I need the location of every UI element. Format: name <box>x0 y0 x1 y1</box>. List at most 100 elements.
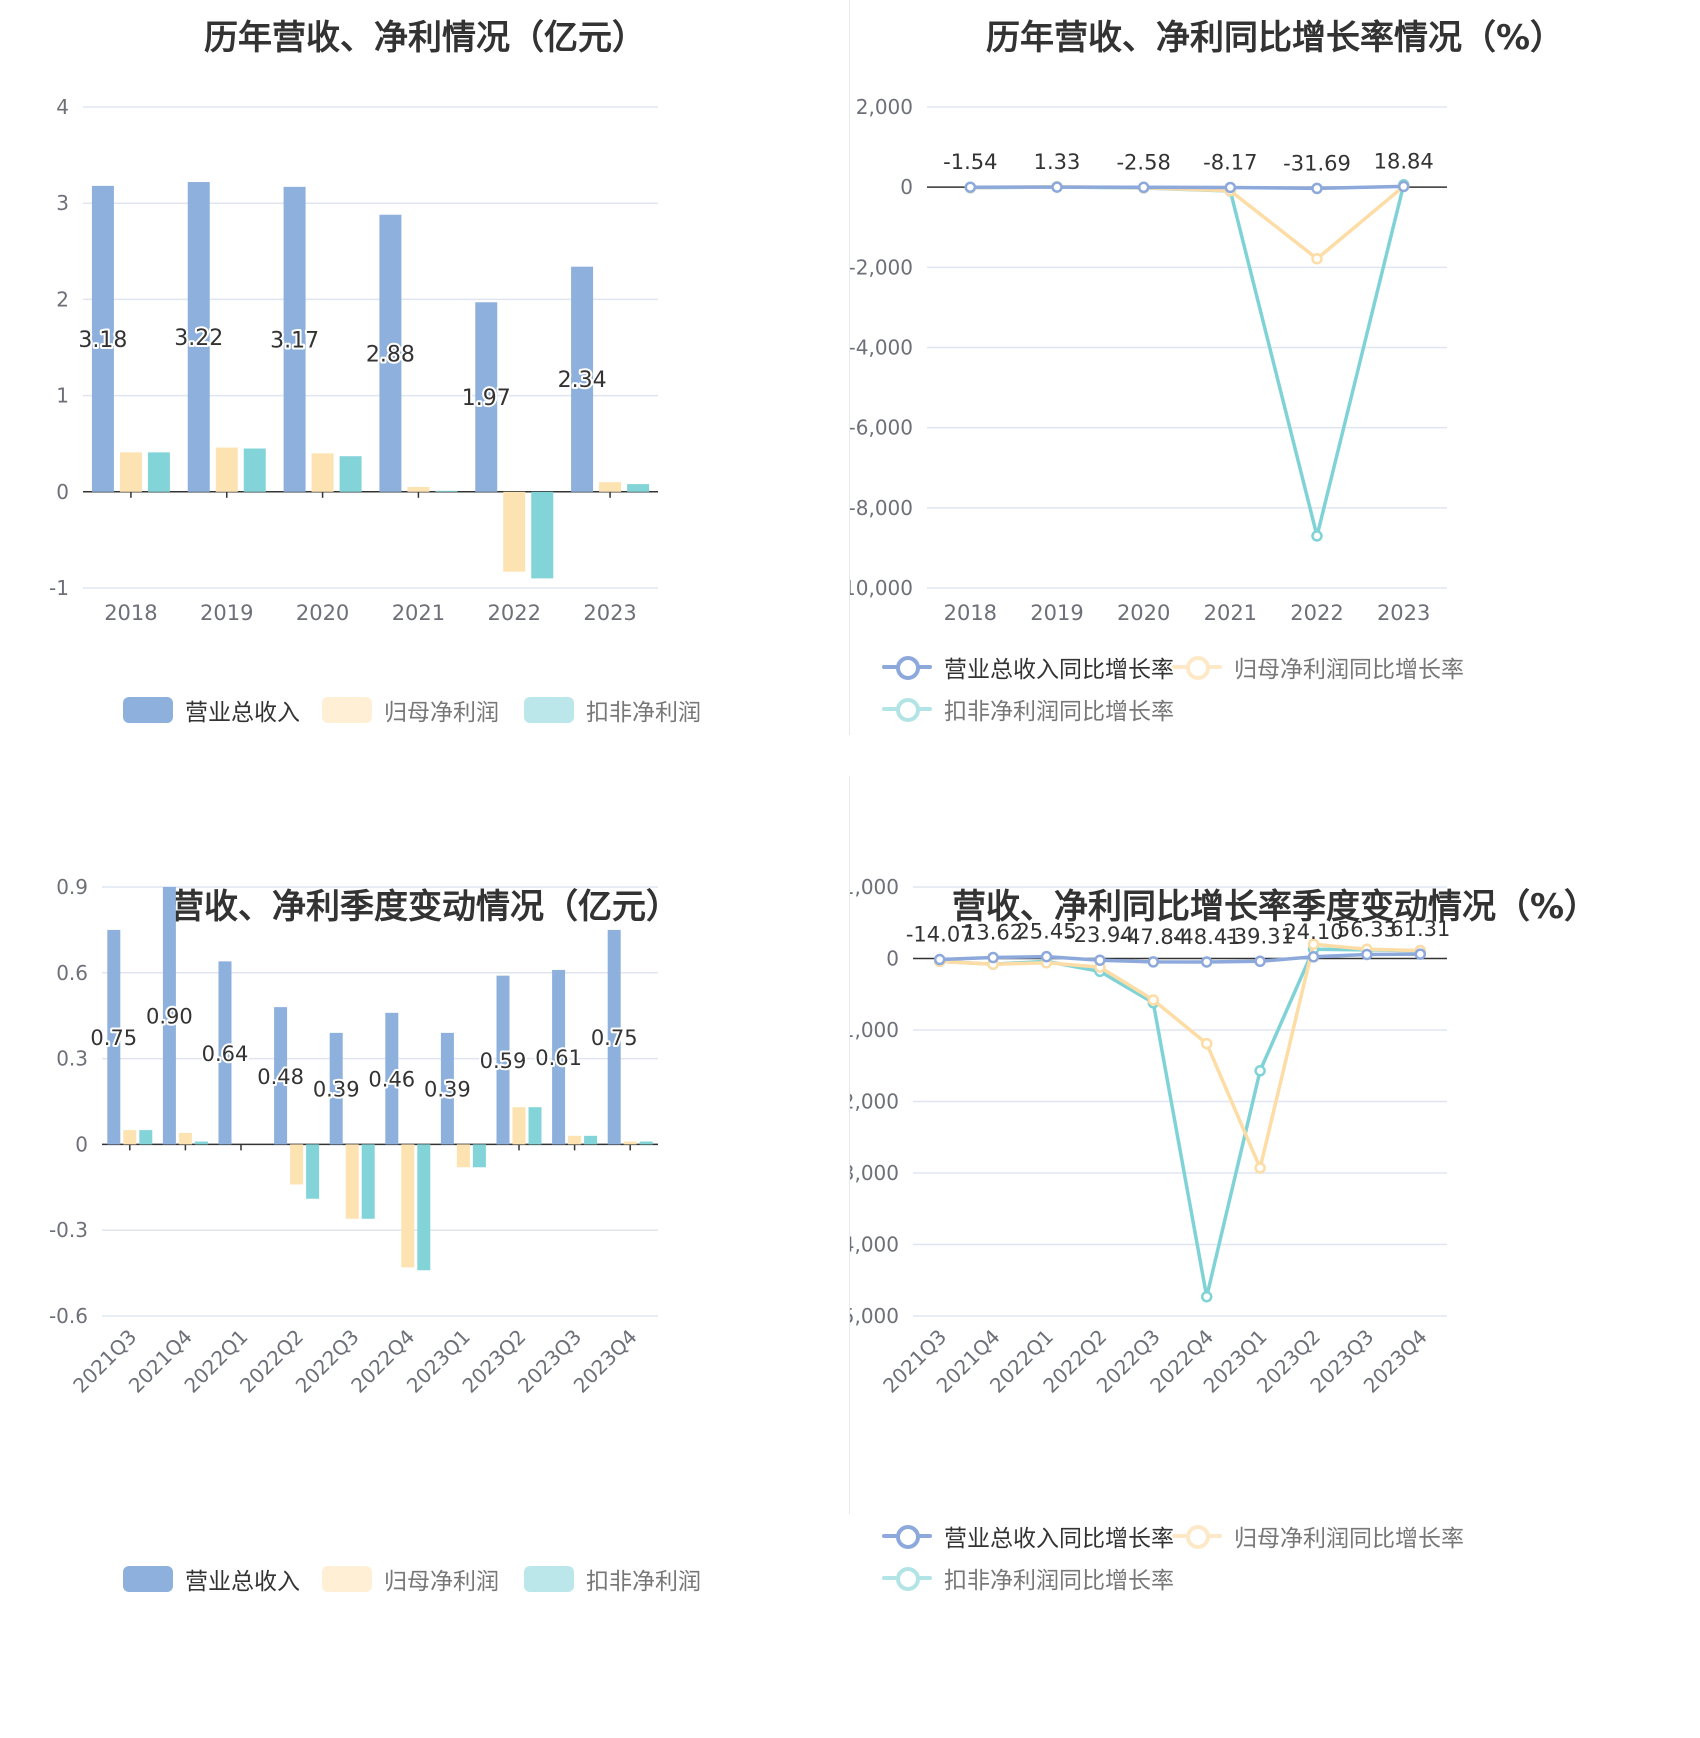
x-tick-label: 2020 <box>296 601 349 625</box>
x-tick-label: 2021 <box>392 601 445 625</box>
point-net-profit <box>1200 1037 1213 1050</box>
data-label: 13.62 <box>963 921 1023 945</box>
bar-deducted-profit <box>584 1135 598 1145</box>
chart-title: 营收、净利同比增长率季度变动情况（%） <box>951 887 1599 927</box>
point-net-profit <box>1147 994 1160 1006</box>
chart-plot: -5,000-4,000-3,000-2,000-1,00001,0002021… <box>850 875 1450 1398</box>
x-tick-label: 2023 <box>1377 601 1430 625</box>
bar-net-profit <box>456 1144 470 1168</box>
bar-deducted-profit <box>243 448 266 492</box>
legend-deducted-profit[interactable]: 扣非净利润同比增长率 <box>882 692 1174 726</box>
bar-net-profit <box>119 452 142 492</box>
line-deducted-profit <box>970 184 1406 538</box>
y-tick-label: 0.6 <box>56 961 88 985</box>
y-tick-label: -0.6 <box>49 1304 88 1328</box>
bar-deducted-profit <box>194 1141 208 1145</box>
bar-deducted-profit <box>147 452 170 492</box>
point-revenue <box>1224 181 1237 194</box>
legend-net-profit[interactable]: 归母净利润 <box>322 693 499 727</box>
bar-revenue <box>274 1007 288 1145</box>
legend-revenue[interactable]: 营业总收入同比增长率 <box>882 650 1174 684</box>
legend-revenue[interactable]: 营业总收入 <box>123 693 300 727</box>
y-tick-label: 3 <box>56 191 69 215</box>
bar-net-profit <box>311 453 334 492</box>
y-tick-label: 4 <box>56 95 69 119</box>
data-label: 0.75 <box>591 1026 638 1050</box>
legend-label: 营业总收入 <box>185 700 300 726</box>
legend-swatch <box>882 696 932 722</box>
divider-bottom <box>849 776 850 1514</box>
legend-deducted-profit[interactable]: 扣非净利润 <box>524 1562 701 1596</box>
chart-quarterly-growth-rate: 营收、净利同比增长率季度变动情况（%） -5,000 -4,000 -3,000 -2… <box>850 869 1700 1738</box>
chart-plot: -10,000 -8,000 -6,000 -4,000 -2,000 0 2,000 201… <box>850 95 1447 625</box>
data-label: 56.33 <box>1337 917 1397 941</box>
x-tick-label: 2018 <box>944 601 997 625</box>
bar-revenue <box>552 969 566 1145</box>
point-deducted-profit <box>1200 1290 1213 1303</box>
y-tick-label: 2 <box>56 287 69 311</box>
y-tick-label: -5,000 <box>850 1304 899 1328</box>
y-tick-label: -3,000 <box>850 1161 899 1185</box>
legend-label: 扣非净利润同比增长率 <box>944 699 1174 725</box>
bar-revenue <box>329 1032 343 1145</box>
point-revenue <box>1254 955 1266 968</box>
data-label: -47.84 <box>1119 925 1187 949</box>
legend-label: 营业总收入同比增长率 <box>944 1526 1174 1552</box>
legend-label: 扣非净利润 <box>586 1569 701 1595</box>
chart-plot: -0.6-0.300.30.60.92021Q32021Q42022Q12022… <box>49 875 658 1398</box>
point-revenue <box>1361 948 1373 961</box>
bar-net-profit <box>401 1144 415 1268</box>
plot-area: -0.6-0.300.30.60.92021Q32021Q42022Q12022… <box>49 875 658 1398</box>
legend-net-profit[interactable]: 归母净利润 <box>322 1562 499 1596</box>
legend-net-profit[interactable]: 归母净利润同比增长率 <box>1172 650 1464 684</box>
plot-area: -1 0 1 2 3 4 2018 2019 2020 2021 2022 2023 3.18 3.22 3… <box>49 95 658 625</box>
y-tick-label: -0.3 <box>49 1218 88 1242</box>
point-deducted-profit <box>1254 1065 1266 1077</box>
bar-net-profit <box>345 1144 359 1219</box>
y-tick-label: 0.3 <box>56 1047 88 1071</box>
chart-title: 历年营收、净利情况（亿元） <box>204 18 646 58</box>
legend-swatch <box>322 1566 372 1592</box>
legend-revenue[interactable]: 营业总收入同比增长率 <box>882 1519 1174 1553</box>
bar-net-profit <box>503 491 526 572</box>
data-label: 18.84 <box>1374 149 1434 173</box>
y-tick-label: 0.9 <box>56 875 88 899</box>
legend-label: 扣非净利润 <box>586 700 701 726</box>
line-revenue <box>970 184 1404 191</box>
data-label: 0.46 <box>368 1068 415 1092</box>
data-label: 0.48 <box>257 1065 304 1089</box>
legend-deducted-profit[interactable]: 扣非净利润 <box>524 693 701 727</box>
y-tick-label: 1 <box>56 384 69 408</box>
bar-revenue <box>496 975 510 1145</box>
y-tick-label: -10,000 <box>850 576 913 600</box>
y-tick-label: -8,000 <box>850 496 913 520</box>
point-revenue <box>1137 181 1150 194</box>
data-label: 2.88 <box>366 342 415 367</box>
line-revenue <box>939 952 1421 964</box>
point-revenue <box>1307 951 1320 963</box>
x-tick-label: 2019 <box>200 601 253 625</box>
legend-label: 营业总收入 <box>185 1569 300 1595</box>
legend-deducted-profit[interactable]: 扣非净利润同比增长率 <box>882 1561 1174 1595</box>
legend-swatch <box>882 654 932 680</box>
point-revenue <box>1147 956 1160 968</box>
point-revenue <box>1094 954 1106 966</box>
bar-deducted-profit <box>627 484 650 492</box>
point-net-profit <box>1311 252 1323 265</box>
y-tick-label: -2,000 <box>850 255 913 279</box>
y-tick-label: -4,000 <box>850 336 913 360</box>
legend-revenue[interactable]: 营业总收入 <box>123 1562 300 1596</box>
legend-net-profit[interactable]: 归母净利润同比增长率 <box>1172 1519 1464 1553</box>
x-tick-label: 2022 <box>1290 601 1343 625</box>
legend-swatch <box>322 697 372 723</box>
point-revenue <box>1311 182 1323 195</box>
bar-net-profit <box>623 1141 637 1145</box>
data-label: 0.61 <box>535 1046 582 1070</box>
line-net-profit <box>939 942 1421 1170</box>
bar-deducted-profit <box>139 1130 153 1145</box>
bar-revenue <box>283 186 306 492</box>
y-tick-label: 0 <box>56 480 69 504</box>
bar-revenue <box>218 961 232 1145</box>
data-label: -8.17 <box>1203 150 1257 174</box>
legend-label: 归母净利润同比增长率 <box>1234 657 1464 683</box>
